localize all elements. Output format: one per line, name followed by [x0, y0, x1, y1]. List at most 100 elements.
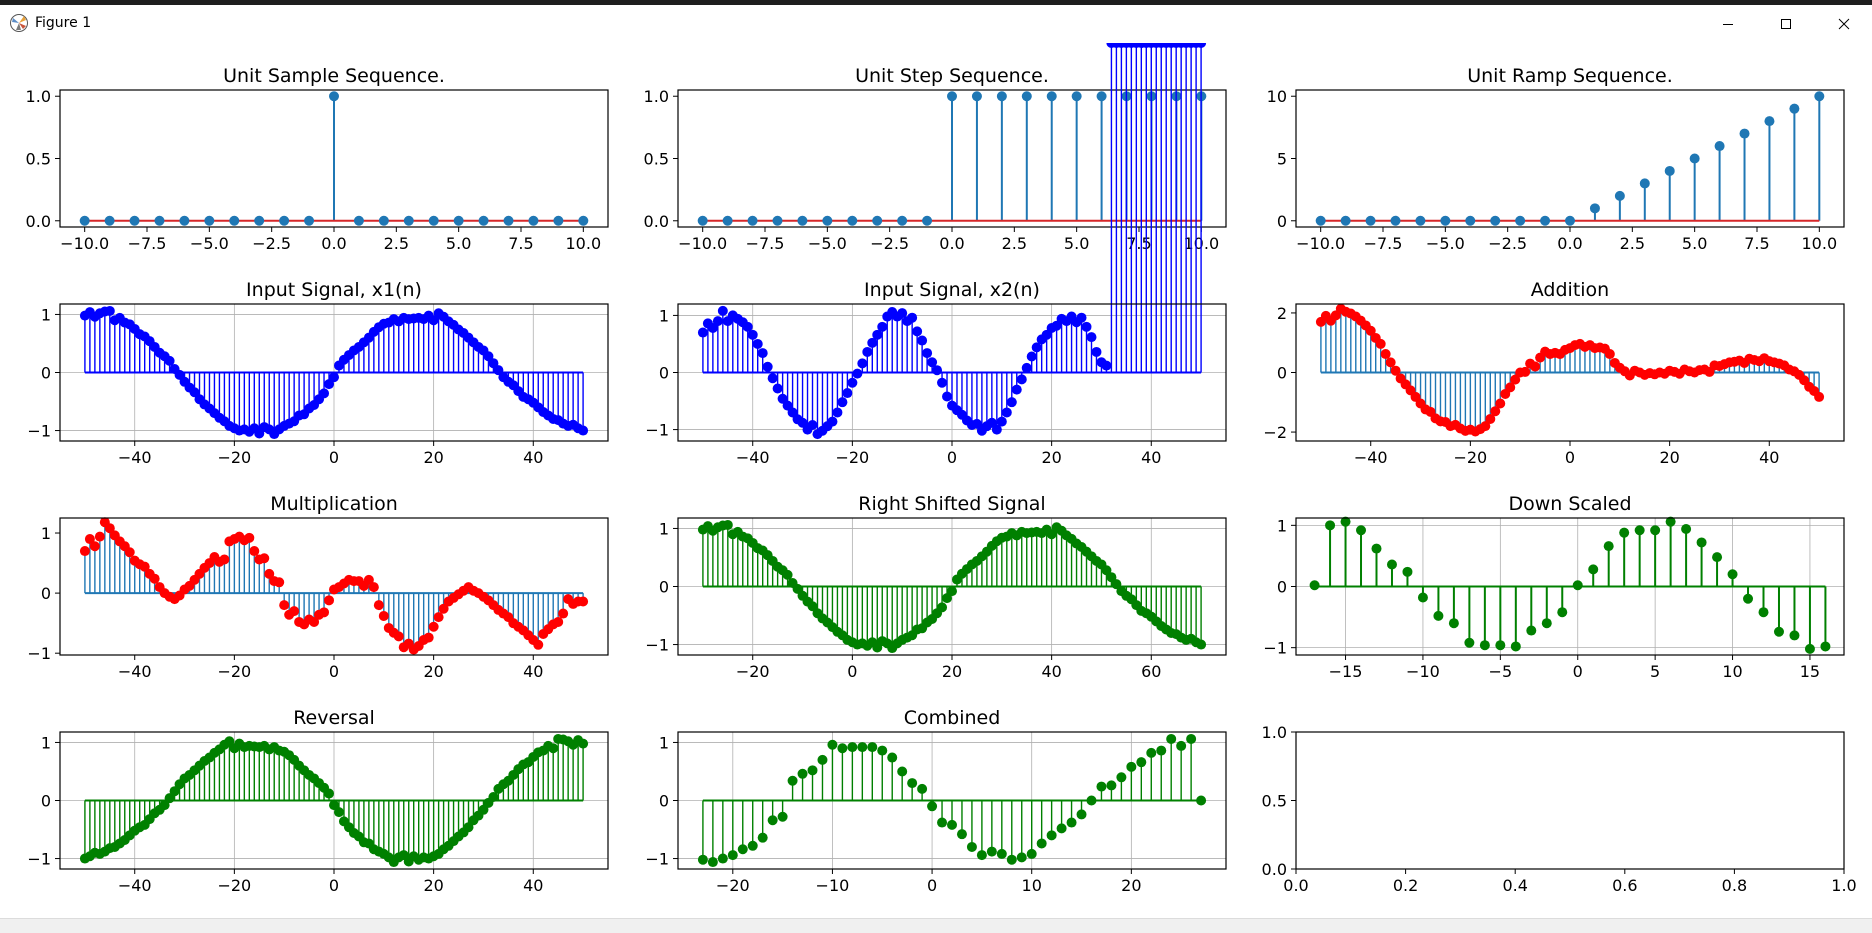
x-tick-label: 20 — [942, 662, 962, 681]
stem-marker — [1417, 592, 1428, 603]
stem-marker — [159, 800, 170, 811]
minimize-button[interactable] — [1699, 5, 1757, 43]
stem-marker — [1448, 618, 1459, 629]
figure-canvas[interactable]: Unit Sample Sequence.−10.0 −7.5 −5.0 −2.5 0.… — [0, 43, 1872, 918]
stem-marker — [1156, 745, 1167, 756]
window-titlebar[interactable]: Figure 1 — [0, 5, 1872, 43]
stem-marker — [104, 215, 115, 226]
stem-marker — [309, 616, 320, 627]
stem-marker — [1356, 525, 1367, 536]
y-tick-label: 0 — [1277, 578, 1287, 597]
stem-marker — [857, 358, 868, 369]
x-tick-label: 40 — [523, 662, 543, 681]
subplot-unit-ramp: Unit Ramp Sequence. −10.0 −7.5 −5.0 −2.5 0.0 2… — [1267, 65, 1845, 253]
x-tick-label: −10 — [816, 876, 850, 895]
stem-marker — [1490, 215, 1501, 226]
stem-marker — [478, 215, 489, 226]
stem-marker — [149, 573, 160, 584]
stem-marker — [1340, 516, 1351, 527]
y-tick-label: 1 — [659, 519, 669, 538]
stem-marker — [1696, 537, 1707, 548]
subplot-input-x1: Input Signal, x1(n) −40 −20 0 20 40 −1 0 1 — [27, 279, 609, 467]
stem-marker — [1789, 103, 1800, 114]
stem-marker — [1066, 817, 1077, 828]
y-tick-label: −1 — [27, 850, 51, 869]
maximize-button[interactable] — [1757, 5, 1815, 43]
x-tick-label: −5 — [1489, 662, 1513, 681]
x-tick-label: −2.5 — [870, 234, 909, 253]
stem-marker — [712, 316, 723, 327]
stem-marker — [772, 215, 783, 226]
stem-marker — [852, 368, 863, 379]
stem-marker — [1540, 215, 1551, 226]
stem-marker — [782, 569, 793, 580]
y-tick-label: 0 — [659, 364, 669, 383]
stem-marker — [1096, 781, 1107, 792]
y-tick-label: 0 — [1277, 364, 1287, 383]
stem-marker — [1764, 116, 1775, 127]
stem-marker — [104, 305, 115, 316]
stem-marker — [922, 348, 933, 359]
stem-marker — [947, 91, 957, 102]
stem-marker — [378, 215, 389, 226]
stem-marker — [1758, 607, 1769, 618]
subplot-title: Unit Ramp Sequence. — [1467, 65, 1673, 87]
stem-marker — [827, 739, 838, 750]
stem-marker — [179, 215, 190, 226]
stem-marker — [787, 775, 798, 786]
stem-marker — [1639, 178, 1650, 189]
x-tick-label: 20 — [423, 662, 443, 681]
x-tick-label: −10.0 — [1296, 234, 1345, 253]
x-tick-label: 10.0 — [566, 234, 602, 253]
stem-marker — [722, 519, 733, 530]
stem-marker — [304, 215, 315, 226]
stem-marker — [423, 632, 434, 643]
x-tick-label: 20 — [423, 448, 443, 467]
stem-marker — [1111, 579, 1122, 590]
stem-marker — [1006, 397, 1017, 408]
stem-marker — [1541, 618, 1552, 629]
stem-marker — [917, 783, 928, 794]
stem-marker — [329, 91, 339, 102]
close-icon — [1838, 18, 1850, 30]
x-tick-label: 2.5 — [1620, 234, 1645, 253]
stem-marker — [847, 742, 858, 753]
stem-marker — [1510, 374, 1521, 385]
subplot-reversal: Reversal −40 −20 0 20 40 −1 0 1 — [27, 707, 609, 895]
stem-marker — [578, 596, 589, 607]
y-tick-label: −1 — [27, 422, 51, 441]
y-tick-label: −1 — [645, 636, 669, 655]
x-tick-label: −2.5 — [252, 234, 291, 253]
close-button[interactable] — [1815, 5, 1872, 43]
y-tick-label: 10 — [1267, 87, 1287, 106]
stem-marker — [947, 819, 957, 830]
minimize-icon — [1723, 24, 1733, 25]
x-tick-label: 40 — [523, 876, 543, 895]
stem-marker — [727, 850, 738, 861]
stem-marker — [1041, 329, 1052, 340]
x-tick-label: 0.8 — [1722, 876, 1747, 895]
stem-marker — [478, 804, 489, 815]
stem-marker — [1006, 854, 1017, 865]
stem-marker — [279, 600, 290, 611]
x-tick-label: −2.5 — [1488, 234, 1527, 253]
subplot-right-shifted: Right Shifted Signal −20 0 20 40 60 −1 0 1 — [645, 493, 1227, 681]
stem-marker — [528, 215, 539, 226]
y-tick-label: 1 — [659, 733, 669, 752]
stem-marker — [922, 215, 933, 226]
stem-marker — [1495, 640, 1506, 651]
stem-marker — [393, 631, 404, 642]
x-tick-label: −10 — [1406, 662, 1440, 681]
x-tick-label: −20 — [1453, 448, 1487, 467]
stem-marker — [1665, 516, 1676, 527]
subplot-title: Input Signal, x1(n) — [246, 279, 422, 301]
stem-marker — [1021, 362, 1032, 373]
x-tick-label: 0.0 — [321, 234, 346, 253]
stem-marker — [438, 603, 449, 614]
stem-marker — [742, 321, 753, 332]
stem-marker — [827, 416, 838, 427]
stem-marker — [1526, 625, 1537, 636]
stem-marker — [697, 327, 708, 338]
y-tick-label: 2 — [1277, 304, 1287, 323]
stem-marker — [1026, 848, 1037, 859]
